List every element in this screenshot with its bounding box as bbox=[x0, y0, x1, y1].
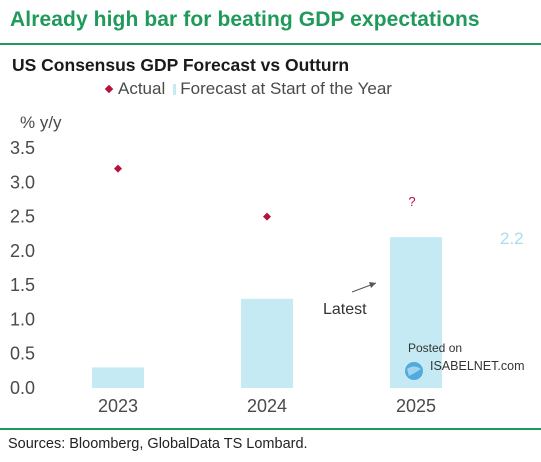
y-tick-label: 3.5 bbox=[10, 138, 35, 158]
forecast-bar bbox=[241, 298, 293, 388]
latest-arrow-head bbox=[369, 282, 376, 288]
y-tick-label: 0.0 bbox=[10, 378, 35, 398]
forecast-bar bbox=[92, 367, 144, 388]
x-tick-label: 2024 bbox=[247, 396, 287, 416]
y-tick-label: 1.0 bbox=[10, 309, 35, 329]
value-label-2025: 2.2 bbox=[500, 229, 524, 248]
source-note: Sources: Bloomberg, GlobalData TS Lombar… bbox=[0, 428, 541, 452]
question-mark-annotation: ? bbox=[408, 194, 415, 209]
y-tick-label: 2.5 bbox=[10, 207, 35, 227]
headline: Already high bar for beating GDP expecta… bbox=[10, 8, 480, 31]
x-tick-label: 2025 bbox=[396, 396, 436, 416]
bar-swatch-icon bbox=[173, 83, 177, 95]
legend-label-actual: Actual bbox=[118, 79, 166, 98]
header-divider bbox=[0, 43, 541, 45]
y-axis-label: % y/y bbox=[20, 113, 62, 132]
legend-label-forecast: Forecast at Start of the Year bbox=[180, 79, 392, 98]
legend-item-forecast: Forecast at Start of the Year bbox=[165, 79, 392, 99]
watermark-site: ISABELNET.com bbox=[430, 359, 525, 373]
actual-marker bbox=[114, 164, 122, 173]
y-tick-label: 0.5 bbox=[10, 344, 35, 364]
latest-annotation: Latest bbox=[323, 301, 367, 318]
y-tick-label: 2.0 bbox=[10, 241, 35, 261]
y-tick-label: 3.0 bbox=[10, 172, 35, 192]
y-tick-label: 1.5 bbox=[10, 275, 35, 295]
watermark-posted-on: Posted on bbox=[408, 341, 463, 355]
legend: Actual Forecast at Start of the Year bbox=[104, 79, 392, 99]
legend-item-actual: Actual bbox=[104, 79, 166, 99]
globe-icon bbox=[405, 362, 423, 380]
x-tick-label: 2023 bbox=[98, 396, 138, 416]
chart-title: US Consensus GDP Forecast vs Outturn bbox=[12, 55, 350, 75]
actual-marker bbox=[263, 212, 271, 221]
